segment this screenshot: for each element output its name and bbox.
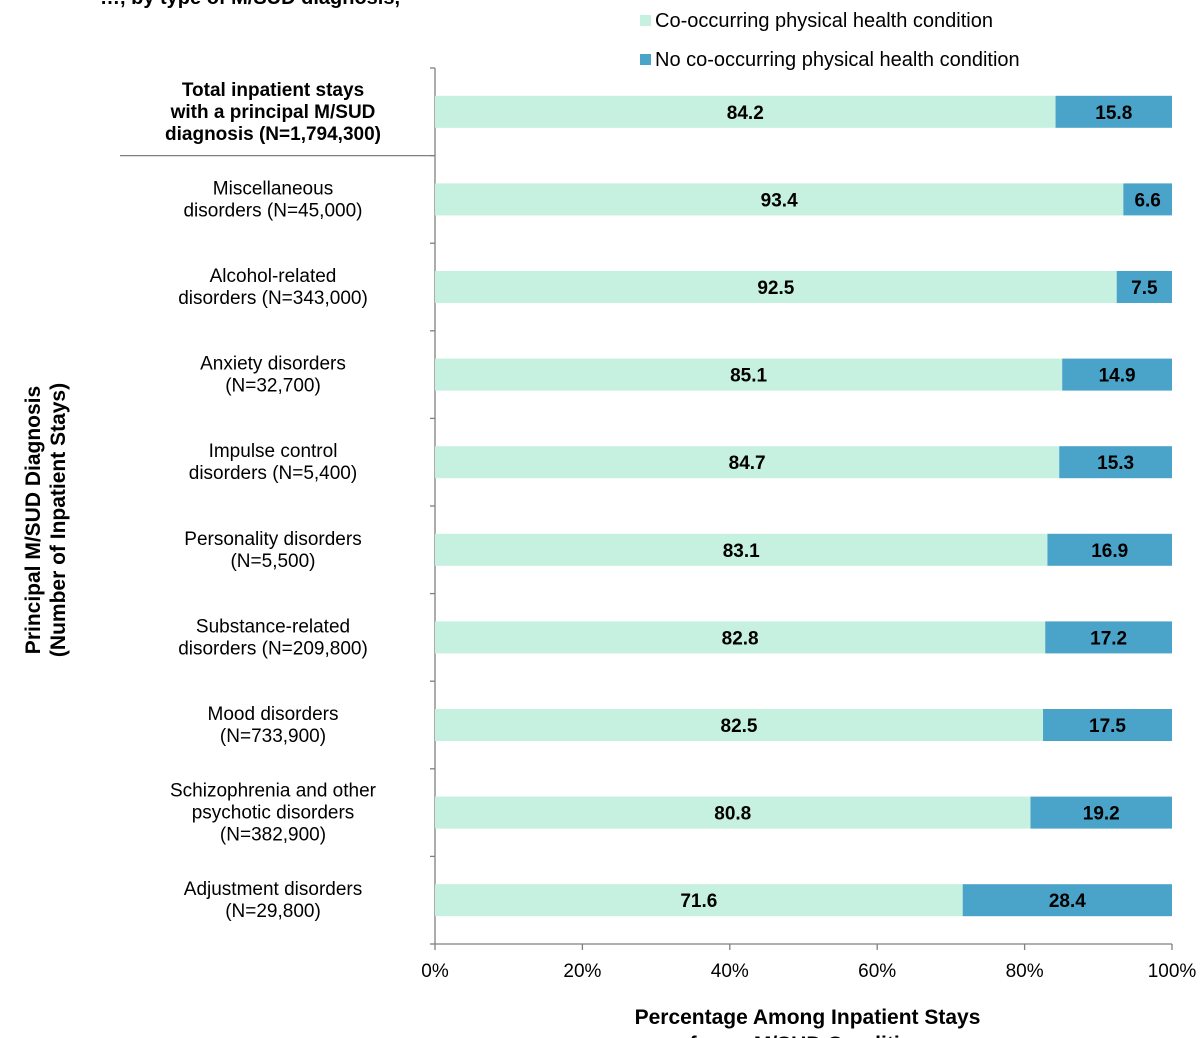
- value-label-no-cooccurring: 16.9: [1091, 541, 1128, 562]
- bar-cooccurring: [435, 183, 1124, 216]
- chart-title-fragment: …, by type of M/SUD diagnosis,: [100, 0, 400, 9]
- x-tick-label: 20%: [563, 961, 601, 982]
- bar-no-cooccurring: [962, 884, 1172, 917]
- category-label-line: Miscellaneous: [213, 178, 333, 199]
- value-label-no-cooccurring: 6.6: [1134, 190, 1160, 211]
- category-label-line: disorders (N=343,000): [178, 288, 368, 309]
- category-label-line: Total inpatient stays: [182, 80, 364, 101]
- category-label-line: disorders (N=209,800): [178, 638, 368, 659]
- category-label-line: Substance-related: [196, 616, 350, 637]
- value-label-no-cooccurring: 17.5: [1089, 716, 1126, 737]
- category-label-line: disorders (N=5,400): [189, 463, 357, 484]
- category-label: Alcohol-related disorders (N=343,000): [178, 266, 368, 309]
- category-label-line: (N=733,900): [220, 726, 326, 747]
- bar-no-cooccurring: [1045, 621, 1172, 654]
- category-label-line: with a principal M/SUD: [170, 102, 376, 123]
- category-label: Total inpatient stays with a principal M/…: [165, 80, 381, 145]
- category-label: Substance-related disorders (N=209,800): [178, 616, 368, 659]
- category-label-line: Adjustment disorders: [184, 879, 362, 900]
- value-label-cooccurring: 85.1: [730, 366, 767, 387]
- category-label-line: diagnosis (N=1,794,300): [165, 124, 381, 145]
- bars: [435, 95, 1172, 917]
- category-label-line: (N=32,700): [225, 376, 321, 397]
- x-tick-label: 100%: [1148, 961, 1197, 982]
- category-label: Adjustment disorders (N=29,800): [184, 879, 362, 922]
- category-label-line: (N=382,900): [220, 825, 326, 846]
- bar-no-cooccurring: [1055, 95, 1172, 128]
- value-label-cooccurring: 93.4: [761, 190, 798, 211]
- value-label-cooccurring: 92.5: [757, 278, 794, 299]
- value-label-no-cooccurring: 14.9: [1099, 366, 1136, 387]
- bar-no-cooccurring: [1116, 271, 1172, 303]
- value-label-cooccurring: 84.7: [729, 453, 766, 474]
- value-label-no-cooccurring: 15.3: [1097, 453, 1134, 474]
- value-label-cooccurring: 71.6: [680, 891, 717, 912]
- category-label: Schizophrenia and other psychotic disorde…: [170, 781, 377, 846]
- category-label: Impulse control disorders (N=5,400): [189, 441, 357, 484]
- category-label-line: Mood disorders: [208, 704, 339, 725]
- value-label-no-cooccurring: 7.5: [1131, 278, 1158, 299]
- bar-cooccurring: [435, 446, 1060, 479]
- legend: Co-occurring physical health condition No…: [640, 10, 1020, 71]
- value-label-cooccurring: 84.2: [727, 103, 764, 124]
- legend-label: Co-occurring physical health condition: [655, 10, 993, 32]
- x-axis-title-line: Percentage Among Inpatient Stays: [635, 1006, 981, 1029]
- bar-cooccurring: [435, 533, 1048, 566]
- x-tick-label: 40%: [711, 961, 749, 982]
- y-axis-title-line: (Number of Inpatient Stays): [47, 383, 70, 657]
- bar-cooccurring: [435, 358, 1063, 391]
- bar-cooccurring: [435, 95, 1056, 128]
- legend-label: No co-occurring physical health conditio…: [655, 49, 1020, 71]
- y-axis-title-line: Principal M/SUD Diagnosis: [22, 386, 45, 654]
- value-label-cooccurring: 82.5: [721, 716, 758, 737]
- bar-cooccurring: [435, 709, 1044, 741]
- category-label-line: (N=29,800): [225, 901, 321, 922]
- bar-cooccurring: [435, 796, 1031, 829]
- bar-cooccurring: [435, 271, 1117, 303]
- category-labels: Total inpatient stays with a principal M/…: [165, 80, 381, 922]
- category-label: Miscellaneous disorders (N=45,000): [183, 178, 362, 221]
- legend-swatch: [640, 54, 651, 65]
- category-label-line: Anxiety disorders: [200, 354, 346, 375]
- value-label-no-cooccurring: 19.2: [1083, 804, 1120, 825]
- bar-no-cooccurring: [1123, 183, 1172, 216]
- category-label-line: Schizophrenia and other: [170, 781, 377, 802]
- x-axis-title: Percentage Among Inpatient Stays for an M…: [635, 1006, 981, 1038]
- bar-no-cooccurring: [1062, 358, 1172, 391]
- category-label-line: psychotic disorders: [192, 803, 355, 824]
- category-label: Mood disorders (N=733,900): [208, 704, 339, 747]
- bar-no-cooccurring: [1043, 709, 1172, 741]
- value-label-no-cooccurring: 28.4: [1049, 891, 1086, 912]
- x-axis-title-line: for an M/SUD Condition: [690, 1033, 926, 1038]
- legend-swatch: [640, 15, 651, 26]
- category-label-line: (N=5,500): [230, 551, 315, 572]
- category-label: Personality disorders (N=5,500): [184, 529, 361, 572]
- value-label-cooccurring: 83.1: [723, 541, 760, 562]
- y-axis-title: Principal M/SUD Diagnosis (Number of Inpa…: [22, 383, 70, 657]
- x-tick-label: 80%: [1006, 961, 1044, 982]
- value-labels: 84.2 15.8 93.4 6.6 92.5 7.5 85.1 14.9 84.7 15.3 83…: [680, 103, 1161, 912]
- category-label-line: Alcohol-related: [210, 266, 337, 287]
- bar-no-cooccurring: [1030, 796, 1172, 829]
- category-label-line: Impulse control: [209, 441, 338, 462]
- bar-no-cooccurring: [1059, 446, 1172, 479]
- category-label-line: disorders (N=45,000): [183, 200, 362, 221]
- value-label-no-cooccurring: 15.8: [1095, 103, 1132, 124]
- bar-cooccurring: [435, 621, 1046, 654]
- bar-no-cooccurring: [1047, 533, 1172, 566]
- x-tick-label: 60%: [858, 961, 896, 982]
- category-label: Anxiety disorders (N=32,700): [200, 354, 346, 397]
- category-label-line: Personality disorders: [184, 529, 361, 550]
- value-label-no-cooccurring: 17.2: [1090, 628, 1127, 649]
- bar-cooccurring: [435, 884, 963, 917]
- x-tick-labels: 0% 20% 40% 60% 80% 100%: [421, 961, 1196, 982]
- value-label-cooccurring: 80.8: [714, 804, 751, 825]
- x-tick-label: 0%: [421, 961, 449, 982]
- value-label-cooccurring: 82.8: [722, 628, 759, 649]
